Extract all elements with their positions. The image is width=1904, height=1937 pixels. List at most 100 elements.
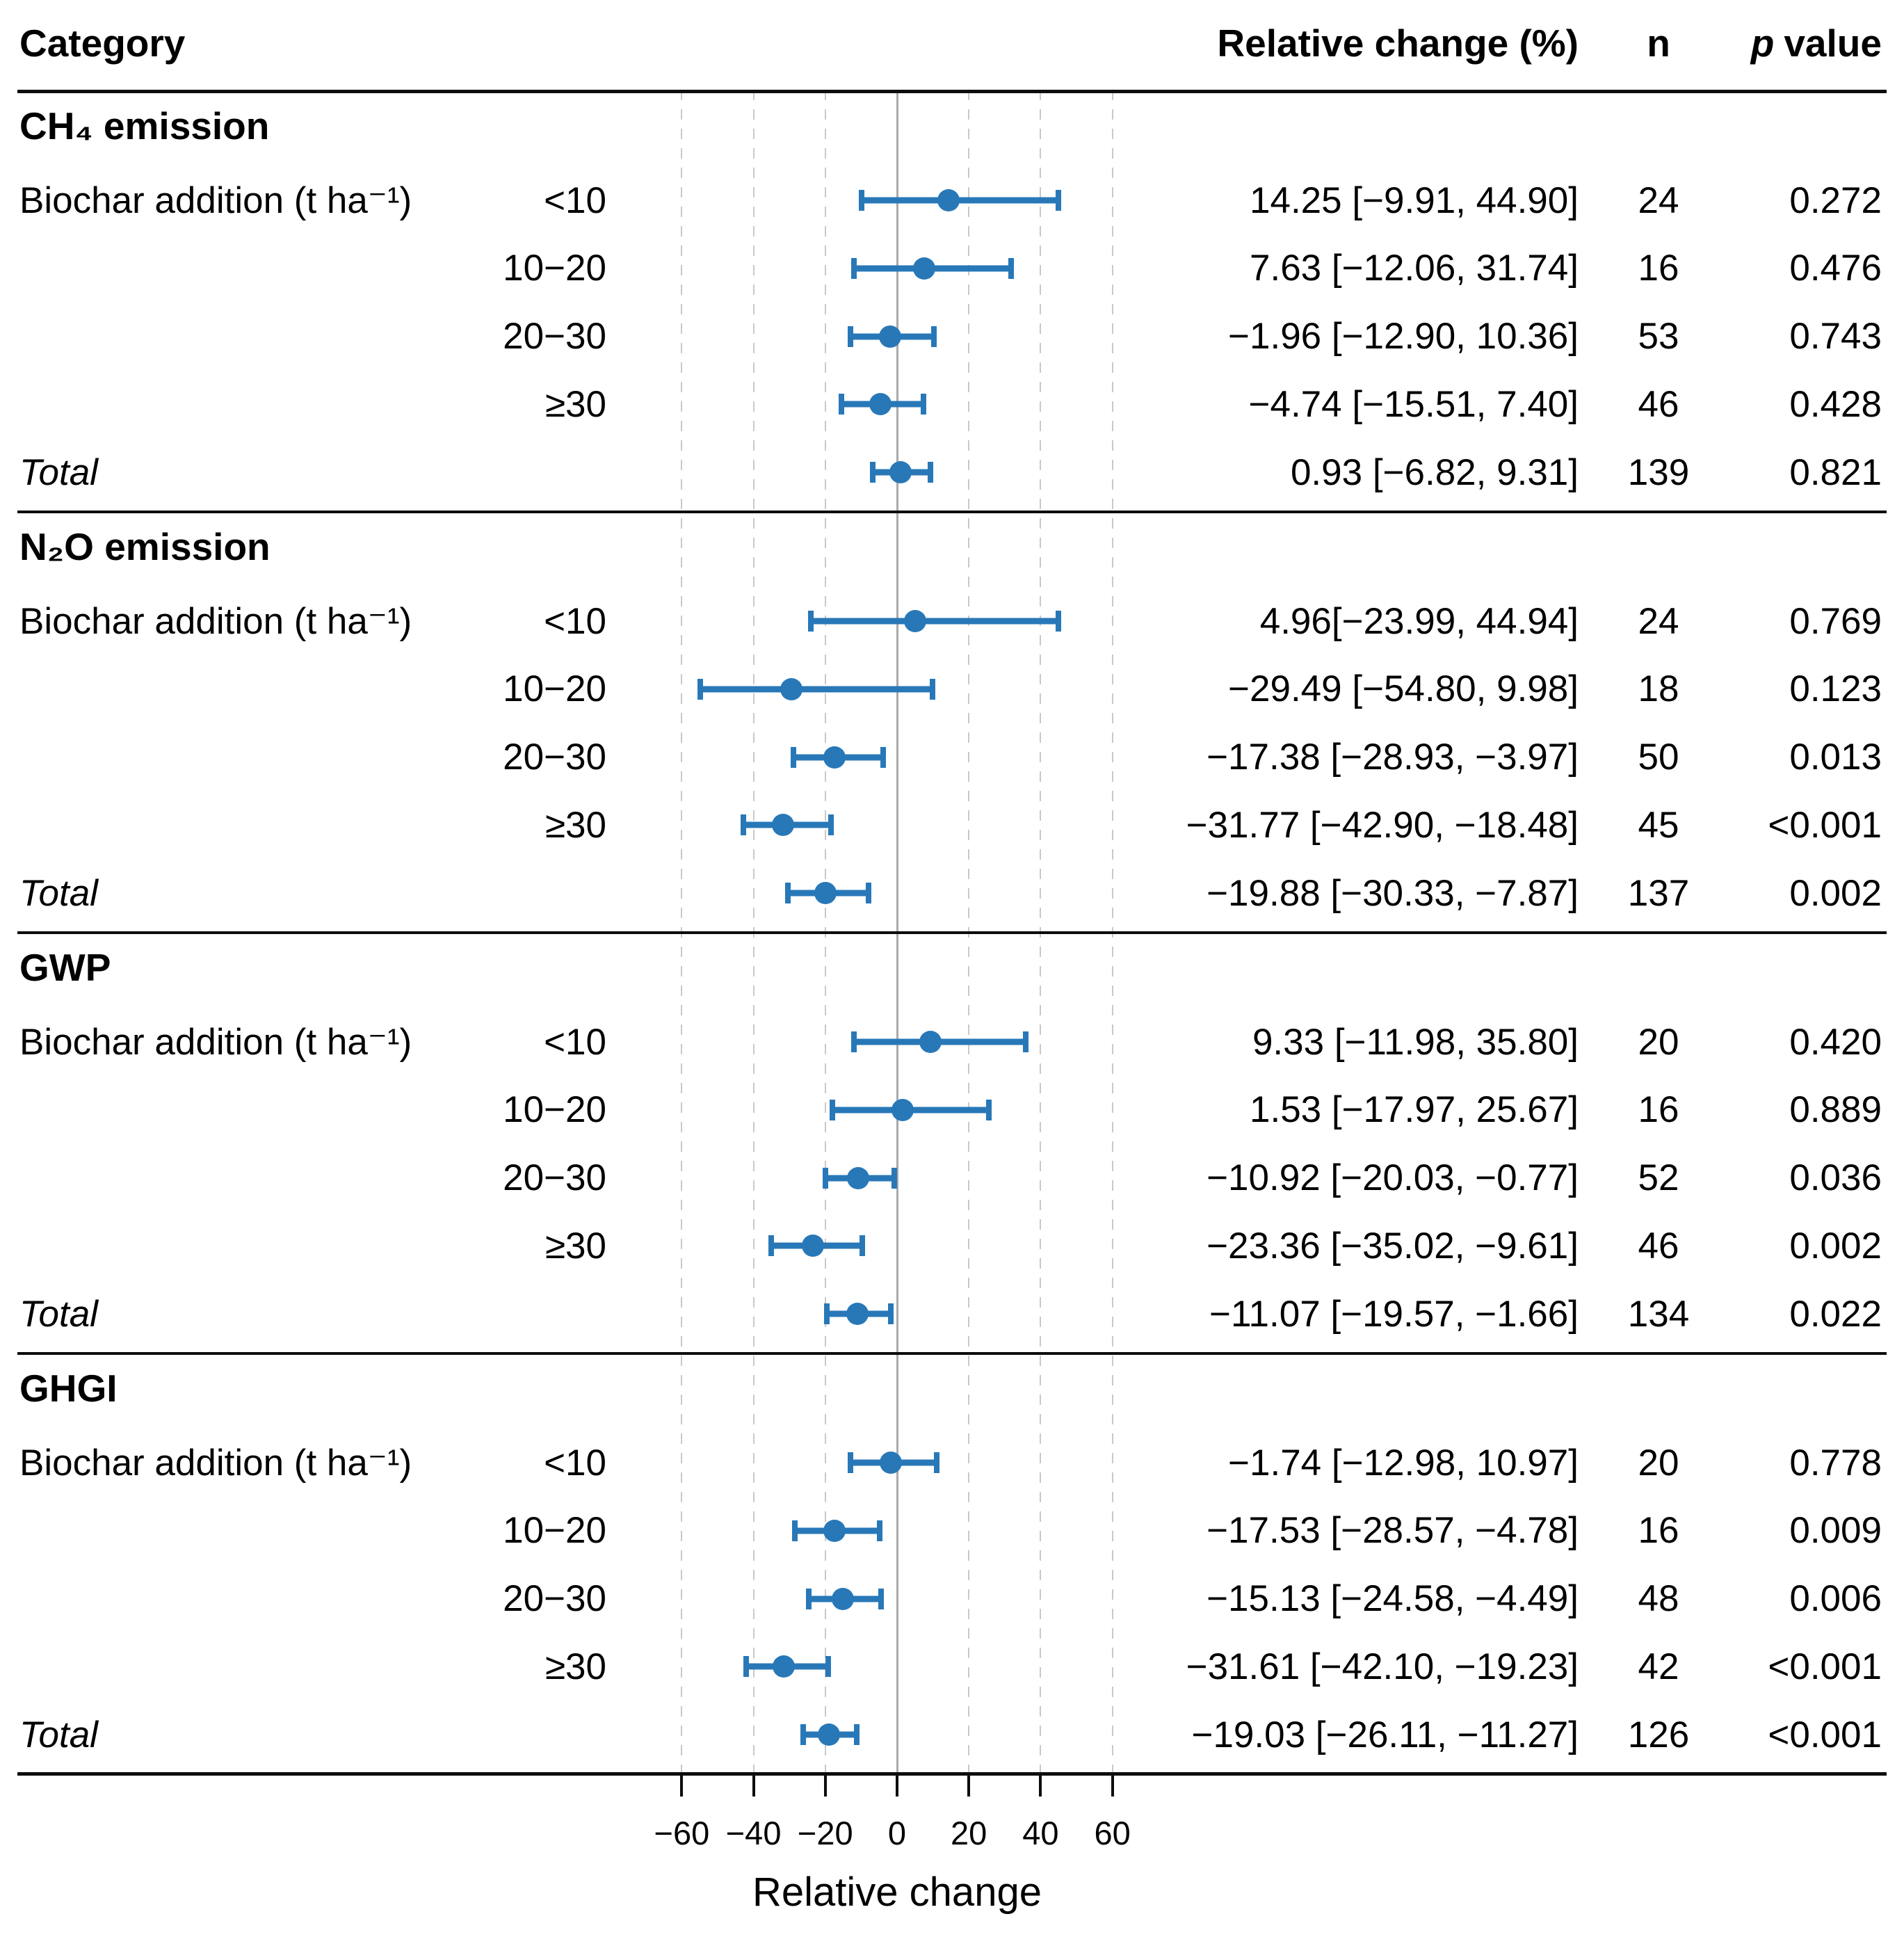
p-value: 0.002 — [1789, 1225, 1882, 1267]
point-estimate-dot — [937, 189, 960, 211]
point-estimate-dot — [802, 1235, 825, 1257]
point-estimate-dot — [823, 746, 846, 769]
ci-cap-high — [928, 462, 934, 483]
n-value: 53 — [1638, 316, 1679, 357]
ci-cap-low — [851, 1031, 857, 1052]
ci-cap-low — [848, 1452, 854, 1473]
error-bar — [697, 677, 936, 700]
error-bar — [830, 1098, 992, 1121]
row-label: 20−30 — [503, 737, 606, 778]
axis-tick-label: −60 — [654, 1814, 710, 1851]
estimate-ci-text: 14.25 [−9.91, 44.90] — [1250, 179, 1579, 221]
horizontal-rule — [17, 1352, 1887, 1355]
p-value: 0.889 — [1789, 1089, 1882, 1131]
group-label: Biochar addition (t ha⁻¹) — [19, 179, 412, 221]
error-bar — [768, 1235, 866, 1257]
forest-row: ≥30 −4.74 [−15.51, 7.40] 46 0.428 — [0, 369, 1904, 439]
forest-row: 20−30 −17.38 [−28.93, −3.97] 50 0.013 — [0, 723, 1904, 792]
error-bar — [800, 1723, 860, 1746]
ci-cap-high — [860, 1235, 866, 1257]
p-value: 0.123 — [1789, 668, 1882, 710]
ci-cap-low — [848, 325, 854, 347]
forest-row: Biochar addition (t ha⁻¹) <10 −1.74 [−12… — [0, 1428, 1904, 1497]
p-value: 0.476 — [1789, 248, 1882, 289]
error-bar — [848, 1452, 939, 1474]
forest-row: ≥30 −31.61 [−42.10, −19.23] 42 <0.001 — [0, 1632, 1904, 1701]
estimate-ci-text: −29.49 [−54.80, 9.98] — [1228, 668, 1579, 710]
row-label: <10 — [544, 600, 606, 642]
ci-cap-high — [933, 1452, 939, 1473]
p-value: 0.006 — [1789, 1578, 1882, 1619]
ci-cap-low — [858, 190, 864, 211]
estimate-ci-text: 4.96[−23.99, 44.94] — [1259, 600, 1579, 642]
section-title: CH₄ emission — [19, 104, 270, 147]
n-value: 52 — [1638, 1157, 1679, 1198]
n-value: 16 — [1638, 1089, 1679, 1131]
axis-tick — [967, 1776, 971, 1797]
row-label: 20−30 — [503, 316, 606, 357]
error-bar — [858, 189, 1061, 211]
point-estimate-dot — [817, 1723, 840, 1746]
section-header-row: N₂O emission — [0, 512, 1904, 581]
section-title: N₂O emission — [19, 525, 271, 568]
section-header-row: CH₄ emission — [0, 91, 1904, 161]
row-label: <10 — [544, 1442, 606, 1484]
estimate-ci-text: −31.77 [−42.90, −18.48] — [1186, 804, 1579, 846]
error-bar — [851, 1031, 1028, 1053]
estimate-ci-text: −10.92 [−20.03, −0.77] — [1207, 1157, 1579, 1198]
p-value: 0.036 — [1789, 1157, 1882, 1198]
ci-cap-low — [824, 1303, 830, 1324]
row-label: 10−20 — [503, 248, 606, 289]
ci-cap-low — [800, 1724, 807, 1745]
point-estimate-dot — [780, 677, 802, 700]
n-value: 139 — [1627, 451, 1690, 493]
ci-cap-low — [806, 1588, 812, 1609]
section-header-row: GWP — [0, 933, 1904, 1002]
ci-cap-high — [931, 325, 937, 347]
p-value: 0.428 — [1789, 383, 1882, 425]
forest-row: 20−30 −1.96 [−12.90, 10.36] 53 0.743 — [0, 302, 1904, 371]
error-bar — [822, 1166, 898, 1189]
error-bar — [790, 746, 886, 769]
ci-cap-low — [697, 678, 704, 700]
ci-cap-low — [790, 746, 796, 768]
forest-row: 10−20 −17.53 [−28.57, −4.78] 16 0.009 — [0, 1496, 1904, 1566]
n-value: 45 — [1638, 804, 1679, 846]
error-bar — [848, 325, 937, 348]
axis-tick — [896, 1776, 898, 1797]
ci-cap-low — [808, 611, 814, 632]
forest-row: 10−20 −29.49 [−54.80, 9.98] 18 0.123 — [0, 654, 1904, 724]
point-estimate-dot — [889, 461, 912, 483]
column-header-category: Category — [19, 22, 186, 65]
estimate-ci-text: 1.53 [−17.97, 25.67] — [1250, 1089, 1579, 1131]
p-value: 0.272 — [1789, 179, 1882, 221]
ci-cap-low — [822, 1167, 828, 1189]
estimate-ci-text: 9.33 [−11.98, 35.80] — [1252, 1021, 1579, 1063]
estimate-ci-text: 7.63 [−12.06, 31.74] — [1250, 248, 1579, 289]
estimate-ci-text: −15.13 [−24.58, −4.49] — [1207, 1578, 1579, 1619]
point-estimate-dot — [903, 610, 926, 632]
group-label: Total — [19, 1714, 98, 1755]
forest-row: 20−30 −10.92 [−20.03, −0.77] 52 0.036 — [0, 1143, 1904, 1213]
estimate-ci-text: −19.88 [−30.33, −7.87] — [1207, 872, 1579, 914]
forest-row: 10−20 7.63 [−12.06, 31.74] 16 0.476 — [0, 234, 1904, 303]
p-value: 0.022 — [1789, 1293, 1882, 1335]
ci-line — [811, 618, 1058, 625]
p-value: <0.001 — [1768, 1714, 1882, 1755]
error-bar — [785, 882, 872, 904]
group-label: Biochar addition (t ha⁻¹) — [19, 1021, 412, 1063]
forest-row: Biochar addition (t ha⁻¹) <10 4.96[−23.9… — [0, 586, 1904, 656]
axis-tick-label: −20 — [797, 1814, 853, 1851]
p-value: <0.001 — [1768, 1646, 1882, 1687]
x-axis-title: Relative change — [752, 1869, 1042, 1915]
forest-row: ≥30 −31.77 [−42.90, −18.48] 45 <0.001 — [0, 790, 1904, 860]
estimate-ci-text: −17.53 [−28.57, −4.78] — [1207, 1510, 1579, 1552]
forest-row: ≥30 −23.36 [−35.02, −9.61] 46 0.002 — [0, 1211, 1904, 1280]
axis-tick-label: 20 — [951, 1814, 987, 1851]
axis-tick-label: 0 — [887, 1814, 907, 1851]
n-value: 16 — [1638, 1510, 1679, 1552]
p-value: 0.002 — [1789, 872, 1882, 914]
forest-row: 10−20 1.53 [−17.97, 25.67] 16 0.889 — [0, 1075, 1904, 1145]
n-value: 46 — [1638, 383, 1679, 425]
p-value: <0.001 — [1768, 804, 1882, 846]
